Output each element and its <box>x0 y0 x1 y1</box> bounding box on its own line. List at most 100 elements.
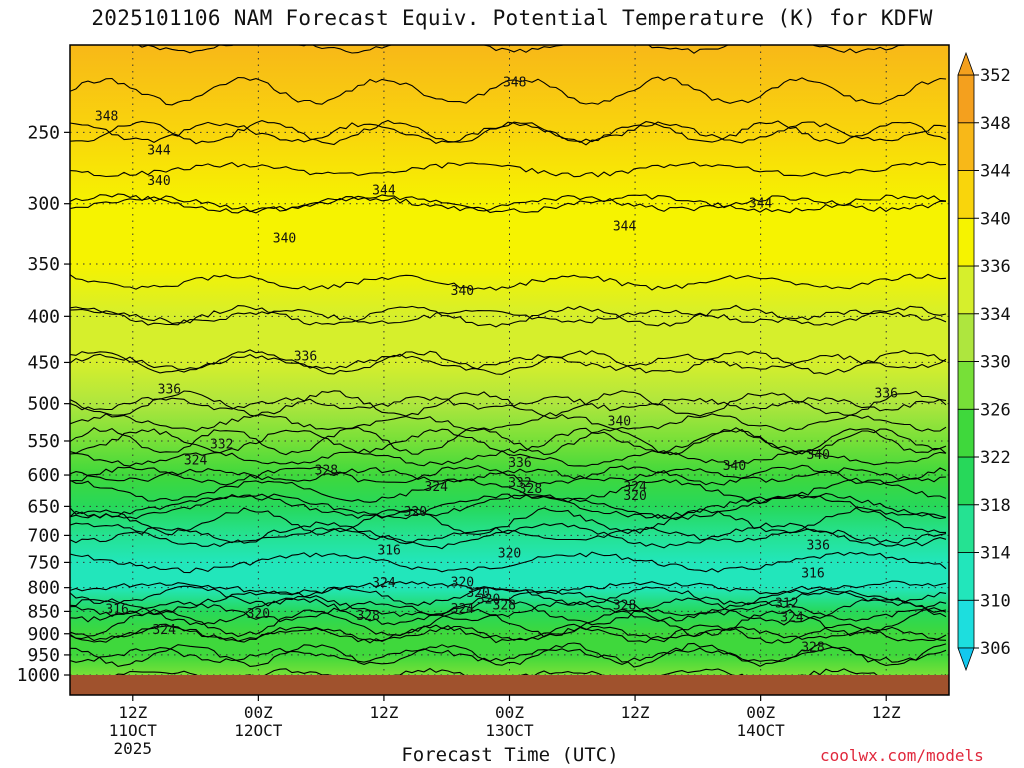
contour-label: 344 <box>372 183 396 198</box>
y-tick-label: 400 <box>27 306 60 327</box>
contour-344 <box>70 161 947 178</box>
contour-label: 320 <box>247 607 270 622</box>
contour-label: 320 <box>498 546 521 561</box>
contour-label: 340 <box>451 284 474 299</box>
contour-label: 336 <box>874 386 897 401</box>
contour-label: 336 <box>508 456 531 471</box>
y-tick-label: 950 <box>27 645 60 666</box>
colorbar-segment <box>957 504 975 553</box>
contour-label: 336 <box>806 538 829 553</box>
y-tick-label: 1000 <box>17 665 60 686</box>
contour-328 <box>70 642 947 668</box>
contour-330 <box>70 426 947 456</box>
contour-label: 344 <box>613 220 637 235</box>
y-tick-label: 750 <box>27 552 60 573</box>
grid-lines <box>70 45 949 676</box>
colorbar-label: 306 <box>980 639 1011 659</box>
y-tick-label: 700 <box>27 525 60 546</box>
x-tick-label: 00Z <box>244 703 273 722</box>
contour-label: 312 <box>775 596 798 611</box>
contour-label: 340 <box>608 414 631 429</box>
contour-332 <box>70 413 947 432</box>
contour-326 <box>70 625 947 643</box>
contour-340 <box>70 273 947 291</box>
contour-338 <box>70 308 947 325</box>
x-tick-label: 11OCT <box>109 721 158 740</box>
contour-338 <box>70 304 947 328</box>
contour-label: 340 <box>147 174 170 189</box>
contour-label: 340 <box>723 459 746 474</box>
contour-336 <box>70 353 947 372</box>
colorbar-label: 340 <box>980 209 1011 229</box>
x-tick-label: 12OCT <box>234 721 283 740</box>
contour-322 <box>70 492 947 521</box>
colorbar-segment <box>957 122 975 171</box>
x-tick-label: 00Z <box>746 703 775 722</box>
colorbar-label: 330 <box>980 353 1011 373</box>
contour-322 <box>70 600 947 623</box>
colorbar-label: 344 <box>980 162 1011 182</box>
y-tick-label: 800 <box>27 578 60 599</box>
contour-label: 324 <box>780 610 804 625</box>
contour-lines <box>70 45 947 683</box>
y-axis: 2503003504004505005506006507007508008509… <box>17 122 70 686</box>
contour-label: 320 <box>623 489 646 504</box>
contour-label: 328 <box>315 463 338 478</box>
contour-320 <box>70 589 947 618</box>
colorbar-label: 326 <box>980 400 1011 420</box>
y-tick-label: 250 <box>27 122 60 143</box>
contour-label: 348 <box>503 75 526 90</box>
contour-label: 328 <box>613 598 636 613</box>
contour-label: 324 <box>372 576 396 591</box>
contour-label: 332 <box>210 438 233 453</box>
contour-label: 324 <box>623 480 647 495</box>
y-tick-label: 600 <box>27 465 60 486</box>
y-tick-label: 900 <box>27 624 60 645</box>
y-tick-label: 850 <box>27 601 60 622</box>
contour-label: 320 <box>404 505 427 520</box>
contour-318 <box>70 521 947 550</box>
contour-label: 324 <box>451 602 475 617</box>
colorbar-segment <box>957 217 975 267</box>
colorbar-bottom-arrow <box>957 647 975 672</box>
chart-title: 2025101106 NAM Forecast Equiv. Potential… <box>91 6 933 30</box>
contour-346 <box>70 121 947 145</box>
contour-348 <box>70 76 947 106</box>
contour-label: 320 <box>451 576 474 591</box>
contour-334 <box>70 390 947 417</box>
y-tick-label: 300 <box>27 194 60 215</box>
contour-label: 336 <box>158 382 181 397</box>
contour-326 <box>70 623 947 644</box>
contour-label: 348 <box>95 109 118 124</box>
contour-label: 328 <box>493 598 516 613</box>
contour-330 <box>70 427 947 455</box>
source-credit: coolwx.com/models <box>820 746 984 765</box>
contour-322 <box>70 493 947 520</box>
contour-346 <box>70 119 947 146</box>
colorbar-top-arrow <box>957 51 975 76</box>
contour-label: 324 <box>152 623 176 638</box>
x-tick-label: 14OCT <box>737 721 786 740</box>
colorbar-segment <box>957 74 975 124</box>
contour-labels: 348 348 344 344 344 344 340 340 340 340 340 340 336 3… <box>95 75 898 655</box>
contour-label: 340 <box>806 448 829 463</box>
contour-label: 320 <box>466 586 489 601</box>
colorbar-label: 348 <box>980 114 1011 134</box>
colorbar-label: 314 <box>980 544 1011 564</box>
contour-label: 336 <box>294 349 317 364</box>
x-axis-title: Forecast Time (UTC) <box>401 744 619 766</box>
colorbar-segment <box>957 361 975 410</box>
contour-label: 332 <box>508 476 531 491</box>
contour-316 <box>70 551 947 574</box>
y-tick-label: 500 <box>27 394 60 415</box>
x-tick-label: 12Z <box>369 703 398 722</box>
x-tick-label: 12Z <box>621 703 650 722</box>
contour-320 <box>70 507 946 536</box>
colorbar-segment <box>957 408 975 458</box>
colorbar-segment <box>957 313 975 362</box>
contour-label: 328 <box>356 609 379 624</box>
y-tick-label: 650 <box>27 496 60 517</box>
contour-324 <box>70 608 947 638</box>
y-tick-label: 450 <box>27 352 60 373</box>
contour-label: 316 <box>377 544 400 559</box>
